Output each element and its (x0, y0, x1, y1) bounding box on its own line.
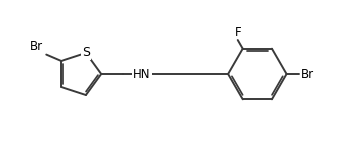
Text: S: S (82, 46, 90, 59)
Text: F: F (234, 26, 241, 39)
Text: Br: Br (301, 67, 314, 81)
Text: Br: Br (30, 40, 44, 53)
Text: HN: HN (133, 67, 151, 81)
